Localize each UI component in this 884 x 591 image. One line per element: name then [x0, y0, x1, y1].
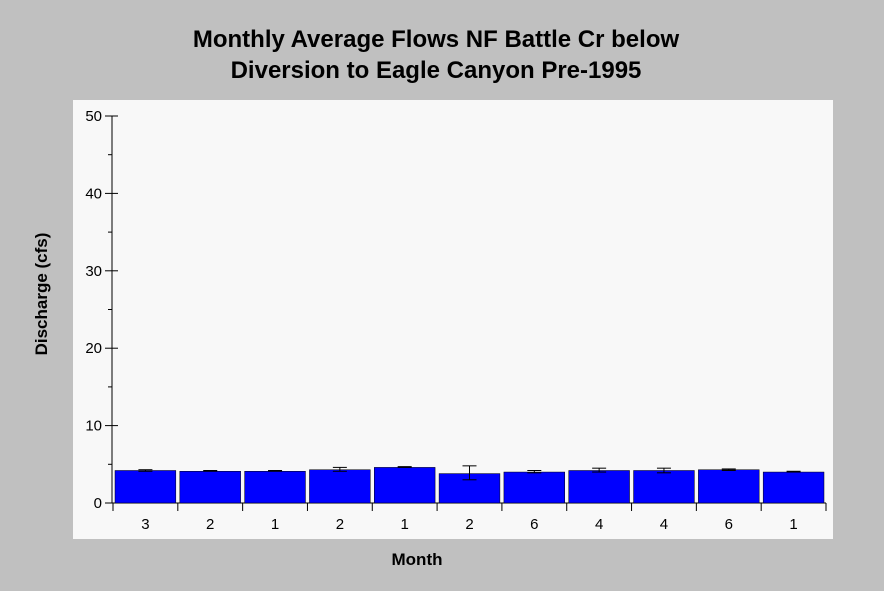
y-tick-label: 10	[85, 418, 102, 435]
x-tick-label: 1	[271, 516, 279, 533]
y-tick-label: 40	[85, 185, 102, 202]
chart-title: Monthly Average Flows NF Battle Cr below…	[0, 24, 872, 86]
bar	[114, 470, 177, 504]
y-tick-label: 20	[85, 340, 102, 357]
plot-area	[73, 100, 833, 539]
error-bars	[138, 465, 801, 481]
x-axis-label: Month	[391, 550, 443, 569]
x-tick-label: 1	[789, 516, 797, 533]
y-tick-label: 0	[94, 495, 102, 512]
x-tick-label: 2	[465, 516, 473, 533]
bar-series	[114, 467, 825, 504]
bar	[633, 470, 695, 504]
x-tick-label: 3	[141, 516, 149, 533]
x-tick-label: 6	[725, 516, 733, 533]
x-tick-label: 6	[530, 516, 538, 533]
x-tick-label: 1	[401, 516, 409, 533]
bar	[374, 467, 436, 504]
x-tick-label: 2	[336, 516, 344, 533]
bar	[762, 471, 825, 504]
x-tick-label: 4	[595, 516, 603, 533]
bar	[568, 470, 630, 504]
chart-title-line-2: Diversion to Eagle Canyon Pre-1995	[230, 57, 642, 84]
y-tick-label: 30	[85, 263, 102, 280]
y-tick-label: 50	[85, 108, 102, 125]
bar	[179, 471, 241, 504]
bar	[503, 471, 565, 504]
x-tick-label: 4	[660, 516, 668, 533]
chart-title-line-1: Monthly Average Flows NF Battle Cr below	[192, 26, 680, 53]
bar	[244, 471, 306, 504]
bar	[698, 469, 760, 504]
bar	[309, 469, 371, 504]
x-tick-label: 2	[206, 516, 214, 533]
